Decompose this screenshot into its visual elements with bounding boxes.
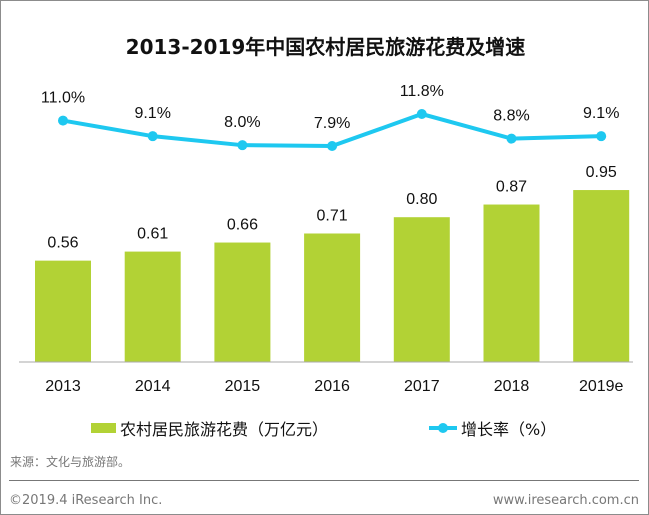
line-point [596,131,607,142]
website: www.iresearch.com.cn [492,493,639,508]
line-label: 8.8% [493,108,529,125]
line-point [506,133,517,144]
legend-bar-label: 农村居民旅游花费（万亿元） [120,420,329,439]
legend-line-swatch [429,423,457,433]
x-tick-label: 2019e [579,378,624,395]
legend-line-label: 增长率（%） [461,420,557,439]
x-tick-label: 2018 [494,378,530,395]
bar-label: 0.66 [227,217,258,234]
bar [304,233,361,362]
x-tick-label: 2013 [45,378,81,395]
divider [9,480,639,481]
bar-label: 0.61 [137,226,168,243]
legend-bar-swatch [91,423,116,433]
bar-label: 0.56 [47,235,78,252]
line-label: 9.1% [134,105,170,122]
x-tick-label: 2017 [404,378,440,395]
line-point [58,115,68,126]
x-tick-label: 2015 [225,378,261,395]
line-label: 7.9% [314,115,350,132]
bar [35,260,91,362]
line-point [147,131,158,142]
bar-label: 0.95 [586,164,617,181]
line-label: 8.0% [224,114,260,131]
line-label: 11.8% [400,83,444,100]
bar [393,217,450,362]
line-point [327,141,338,151]
bar-label: 0.71 [317,207,348,224]
chart-title: 2013-2019年中国农村居民旅游花费及增速 [125,35,526,59]
bar [483,204,540,362]
legend-line: 增长率（%） [429,416,556,440]
bar-label: 0.80 [406,191,437,208]
line-label: 9.1% [583,105,619,122]
copyright: ©2019.4 iResearch Inc. [9,493,163,508]
bar [214,242,271,362]
x-tick-label: 2014 [135,378,171,395]
source-note: 来源：文化与旅游部。 [10,455,131,469]
line-label: 11.0% [41,90,85,107]
x-tick-label: 2016 [314,378,350,395]
bar-label: 0.87 [496,179,527,196]
line-point [237,140,248,151]
legend-bar: 农村居民旅游花费（万亿元） [91,416,328,440]
bar [124,251,181,362]
line-point [416,109,427,120]
bar [573,190,630,362]
